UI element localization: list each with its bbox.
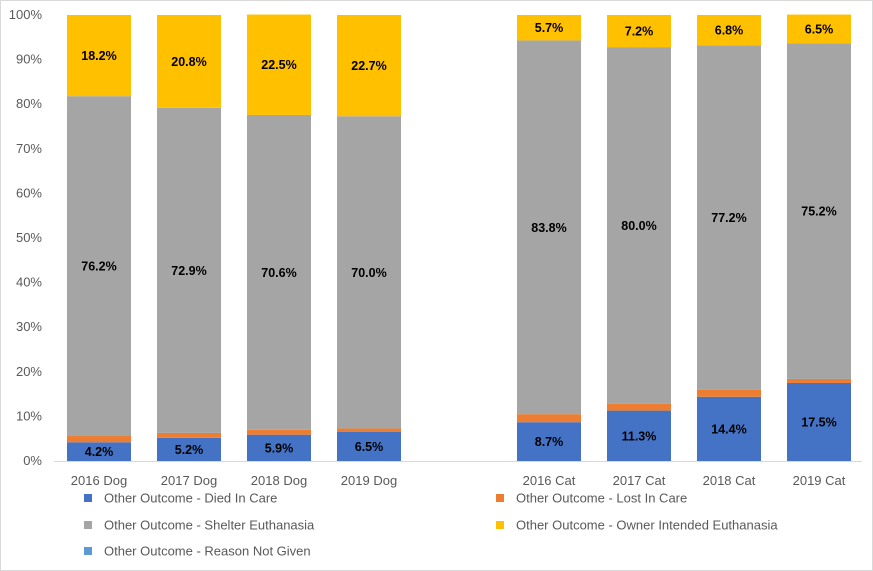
data-label: 11.3% <box>622 429 657 443</box>
bar-segment <box>247 114 311 430</box>
data-label: 75.2% <box>801 205 836 219</box>
bar-segment <box>607 403 671 411</box>
data-label: 70.0% <box>351 266 386 280</box>
x-tick-label: 2018 Dog <box>251 473 307 488</box>
bar-segment <box>157 15 221 108</box>
data-label: 76.2% <box>81 260 116 274</box>
bar-segment <box>247 434 311 461</box>
bar-segment <box>607 47 671 404</box>
data-label: 80.0% <box>621 219 656 233</box>
bar-segment <box>697 396 761 461</box>
data-label: 83.8% <box>531 221 566 235</box>
y-tick-label: 10% <box>16 408 42 423</box>
bar-segment <box>517 422 581 461</box>
legend-label: Other Outcome - Died In Care <box>104 491 277 506</box>
bar-segment <box>607 410 671 461</box>
bar-segment <box>517 15 581 41</box>
data-label: 6.5% <box>805 23 834 37</box>
bar-segment <box>787 378 851 383</box>
bar-segment <box>787 43 851 379</box>
bar-segment <box>157 437 221 461</box>
bar-segment <box>157 432 221 438</box>
bar-segment <box>337 15 401 117</box>
y-tick-label: 30% <box>16 319 42 334</box>
legend-label: Other Outcome - Shelter Euthanasia <box>104 518 315 533</box>
legend-label: Other Outcome - Owner Intended Euthanasi… <box>516 518 778 533</box>
bar-segment <box>337 428 401 433</box>
bar-segment <box>517 414 581 423</box>
y-tick-label: 70% <box>16 141 42 156</box>
data-label: 72.9% <box>171 264 206 278</box>
bar-segment <box>67 436 131 443</box>
bar-segment <box>787 382 851 461</box>
legend-label: Other Outcome - Reason Not Given <box>104 544 311 559</box>
bar-segment <box>697 389 761 397</box>
data-label: 7.2% <box>625 25 654 39</box>
x-tick-label: 2017 Cat <box>613 473 666 488</box>
data-label: 5.2% <box>175 443 204 457</box>
bar-segment <box>607 15 671 48</box>
data-label: 14.4% <box>711 422 746 436</box>
data-label: 17.5% <box>801 415 836 429</box>
data-label: 6.8% <box>715 24 744 38</box>
data-label: 22.7% <box>351 59 386 73</box>
data-label: 6.5% <box>355 440 384 454</box>
bar-segment <box>337 432 401 461</box>
legend-marker <box>84 494 92 502</box>
data-label: 18.2% <box>81 49 116 63</box>
bar-segment <box>697 15 761 46</box>
data-label: 5.9% <box>265 441 294 455</box>
bar-segment <box>67 442 131 461</box>
x-tick-label: 2016 Cat <box>523 473 576 488</box>
data-label: 20.8% <box>171 55 206 69</box>
bar-segment <box>247 429 311 435</box>
bar-segment <box>67 96 131 437</box>
bar-segment <box>697 45 761 390</box>
legend-marker <box>496 521 504 529</box>
x-tick-label: 2019 Dog <box>341 473 397 488</box>
data-label: 70.6% <box>261 266 296 280</box>
x-tick-label: 2019 Cat <box>793 473 846 488</box>
data-label: 4.2% <box>85 445 114 459</box>
data-label: 77.2% <box>711 211 746 225</box>
bar-segment <box>787 14 851 44</box>
bar-segment <box>67 15 131 97</box>
bar-segment <box>157 107 221 433</box>
x-tick-label: 2016 Dog <box>71 473 127 488</box>
data-label: 8.7% <box>535 435 564 449</box>
y-tick-label: 80% <box>16 96 42 111</box>
y-tick-label: 50% <box>16 230 42 245</box>
x-tick-label: 2018 Cat <box>703 473 756 488</box>
data-label: 22.5% <box>261 58 296 72</box>
y-tick-label: 0% <box>23 453 42 468</box>
x-tick-label: 2017 Dog <box>161 473 217 488</box>
y-tick-label: 40% <box>16 275 42 290</box>
y-tick-label: 20% <box>16 364 42 379</box>
bar-segment <box>337 116 401 429</box>
legend-label: Other Outcome - Lost In Care <box>516 491 687 506</box>
bar-segment <box>247 14 311 115</box>
y-tick-label: 60% <box>16 185 42 200</box>
bar-segment <box>517 40 581 415</box>
legend-marker <box>84 547 92 555</box>
legend-marker <box>496 494 504 502</box>
y-tick-label: 90% <box>16 52 42 67</box>
legend-marker <box>84 521 92 529</box>
y-tick-label: 100% <box>9 7 43 22</box>
data-label: 5.7% <box>535 21 564 35</box>
